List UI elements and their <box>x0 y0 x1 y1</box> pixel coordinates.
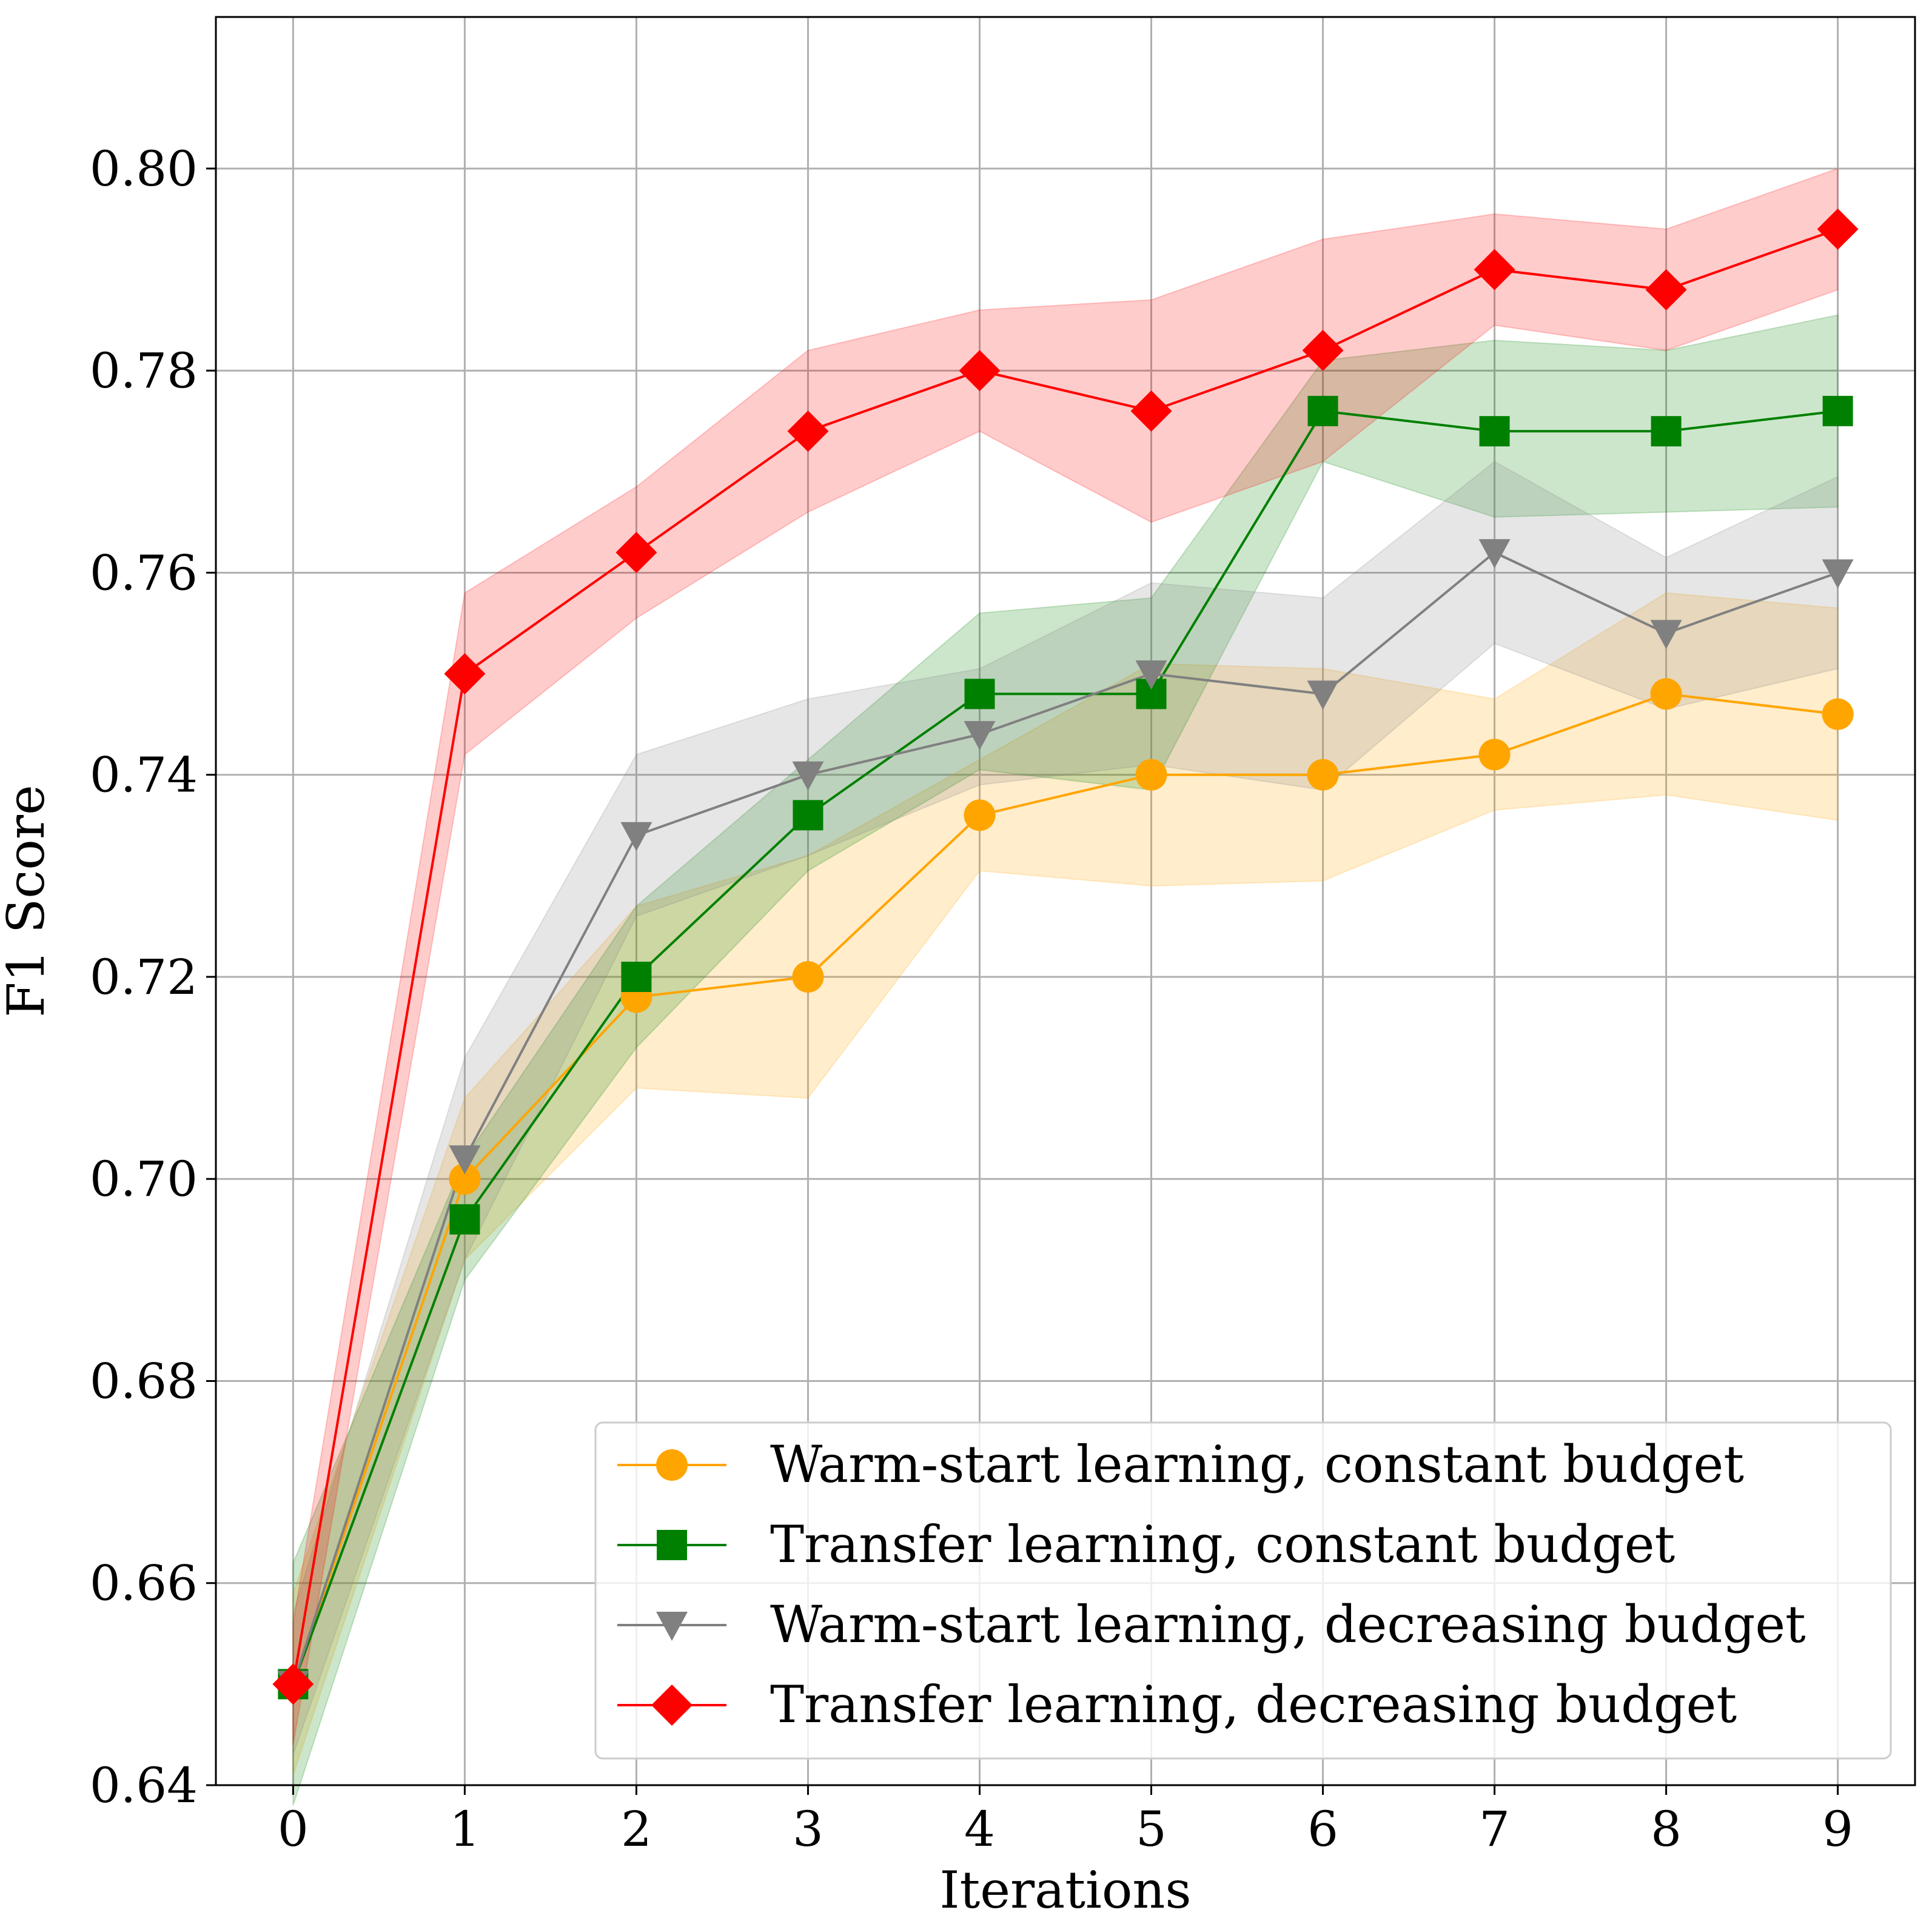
plot-frame <box>215 16 1916 1786</box>
band-warm-start-learning-decreasing-budget <box>292 460 1839 1755</box>
band-warm-start-learning-constant-budget <box>292 592 1839 1775</box>
x-tick-label-8: 8 <box>1651 1801 1682 1857</box>
band-transfer-learning-constant-budget <box>292 314 1839 1806</box>
legend-label-1: Transfer learning, constant budget <box>770 1515 1675 1574</box>
point-transfer-learning-constant-budget-9 <box>1822 395 1853 426</box>
legend-label-2: Warm-start learning, decreasing budget <box>770 1595 1806 1654</box>
point-warm-start-learning-constant-budget-9 <box>1822 698 1854 730</box>
legend-marker-2 <box>656 1612 688 1641</box>
point-transfer-learning-decreasing-budget-8 <box>1645 269 1687 310</box>
point-warm-start-learning-decreasing-budget-5 <box>1135 660 1167 690</box>
x-tick-label-2: 2 <box>621 1801 652 1857</box>
point-warm-start-learning-decreasing-budget-3 <box>792 761 824 791</box>
legend-marker-0 <box>656 1449 688 1481</box>
point-warm-start-learning-decreasing-budget-4 <box>964 721 996 751</box>
point-warm-start-learning-decreasing-budget-8 <box>1650 620 1682 649</box>
y-tick-label-1: 0.66 <box>90 1555 198 1612</box>
x-tick-label-5: 5 <box>1136 1801 1167 1857</box>
legend-label-0: Warm-start learning, constant budget <box>770 1435 1744 1494</box>
y-tick-label-3: 0.70 <box>90 1151 198 1207</box>
y-tick-label-0: 0.64 <box>90 1757 198 1814</box>
point-transfer-learning-constant-budget-7 <box>1479 416 1510 447</box>
x-tick-label-6: 6 <box>1307 1801 1338 1857</box>
band-transfer-learning-decreasing-budget <box>292 167 1839 1745</box>
point-warm-start-learning-decreasing-budget-2 <box>620 822 652 851</box>
point-transfer-learning-decreasing-budget-9 <box>1817 208 1859 250</box>
point-warm-start-learning-decreasing-budget-7 <box>1478 539 1511 569</box>
line-transfer-learning-decreasing-budget <box>292 228 1839 1685</box>
point-transfer-learning-decreasing-budget-4 <box>959 350 1001 392</box>
point-transfer-learning-decreasing-budget-7 <box>1474 249 1515 290</box>
point-transfer-learning-constant-budget-4 <box>964 679 995 709</box>
point-warm-start-learning-decreasing-budget-6 <box>1307 680 1339 710</box>
legend-label-3: Transfer learning, decreasing budget <box>770 1675 1737 1734</box>
point-transfer-learning-decreasing-budget-3 <box>787 411 829 452</box>
y-tick-label-7: 0.78 <box>90 343 198 399</box>
point-transfer-learning-constant-budget-2 <box>621 961 652 992</box>
confidence-bands <box>292 167 1839 1806</box>
y-tick-label-5: 0.74 <box>90 747 198 803</box>
legend: Warm-start learning, constant budget Tran… <box>594 1421 1892 1760</box>
y-axis-label: F1 Score <box>0 785 56 1017</box>
y-tick-label-2: 0.68 <box>90 1353 198 1409</box>
legend-marker-3 <box>651 1685 693 1726</box>
line-warm-start-learning-decreasing-budget <box>292 551 1839 1685</box>
point-transfer-learning-decreasing-budget-0 <box>272 1663 314 1705</box>
point-transfer-learning-constant-budget-6 <box>1307 395 1338 426</box>
point-transfer-learning-decreasing-budget-1 <box>444 653 486 695</box>
legend-box <box>594 1421 1892 1760</box>
point-warm-start-learning-decreasing-budget-1 <box>449 1145 481 1175</box>
y-tick-label-8: 0.80 <box>90 141 198 197</box>
point-warm-start-learning-constant-budget-6 <box>1307 759 1339 791</box>
line-transfer-learning-constant-budget <box>292 409 1838 1685</box>
x-tick-label-4: 4 <box>964 1801 995 1857</box>
point-warm-start-learning-constant-budget-3 <box>792 960 824 993</box>
point-warm-start-learning-constant-budget-5 <box>1135 759 1167 791</box>
y-tick-label-4: 0.72 <box>90 949 198 1005</box>
point-warm-start-learning-constant-budget-8 <box>1650 678 1682 710</box>
x-tick-label-3: 3 <box>793 1801 823 1857</box>
point-transfer-learning-decreasing-budget-5 <box>1130 390 1172 432</box>
legend-marker-1 <box>657 1530 687 1560</box>
point-transfer-learning-constant-budget-3 <box>793 800 823 831</box>
point-warm-start-learning-constant-budget-7 <box>1478 739 1511 771</box>
axis-ticks: 0 1 2 3 4 5 6 7 8 9 0.64 0.66 0.68 0.70 0.72 0.74 0.76 0.… <box>90 141 1853 1857</box>
x-tick-label-1: 1 <box>449 1801 480 1857</box>
y-tick-label-6: 0.76 <box>90 545 198 601</box>
point-transfer-learning-constant-budget-8 <box>1651 416 1682 447</box>
x-tick-label-0: 0 <box>278 1801 309 1857</box>
point-transfer-learning-constant-budget-1 <box>449 1204 480 1235</box>
line-warm-start-learning-constant-budget <box>292 692 1838 1685</box>
point-warm-start-learning-constant-budget-1 <box>449 1163 481 1195</box>
x-tick-label-9: 9 <box>1822 1801 1853 1857</box>
series-markers <box>272 208 1859 1705</box>
point-transfer-learning-decreasing-budget-2 <box>615 532 657 574</box>
point-warm-start-learning-constant-budget-4 <box>964 799 996 831</box>
point-warm-start-learning-decreasing-budget-9 <box>1822 559 1854 589</box>
point-transfer-learning-decreasing-budget-6 <box>1302 329 1344 371</box>
x-axis-label: Iterations <box>939 1860 1191 1920</box>
series-lines <box>292 228 1839 1685</box>
x-tick-label-7: 7 <box>1479 1801 1510 1857</box>
